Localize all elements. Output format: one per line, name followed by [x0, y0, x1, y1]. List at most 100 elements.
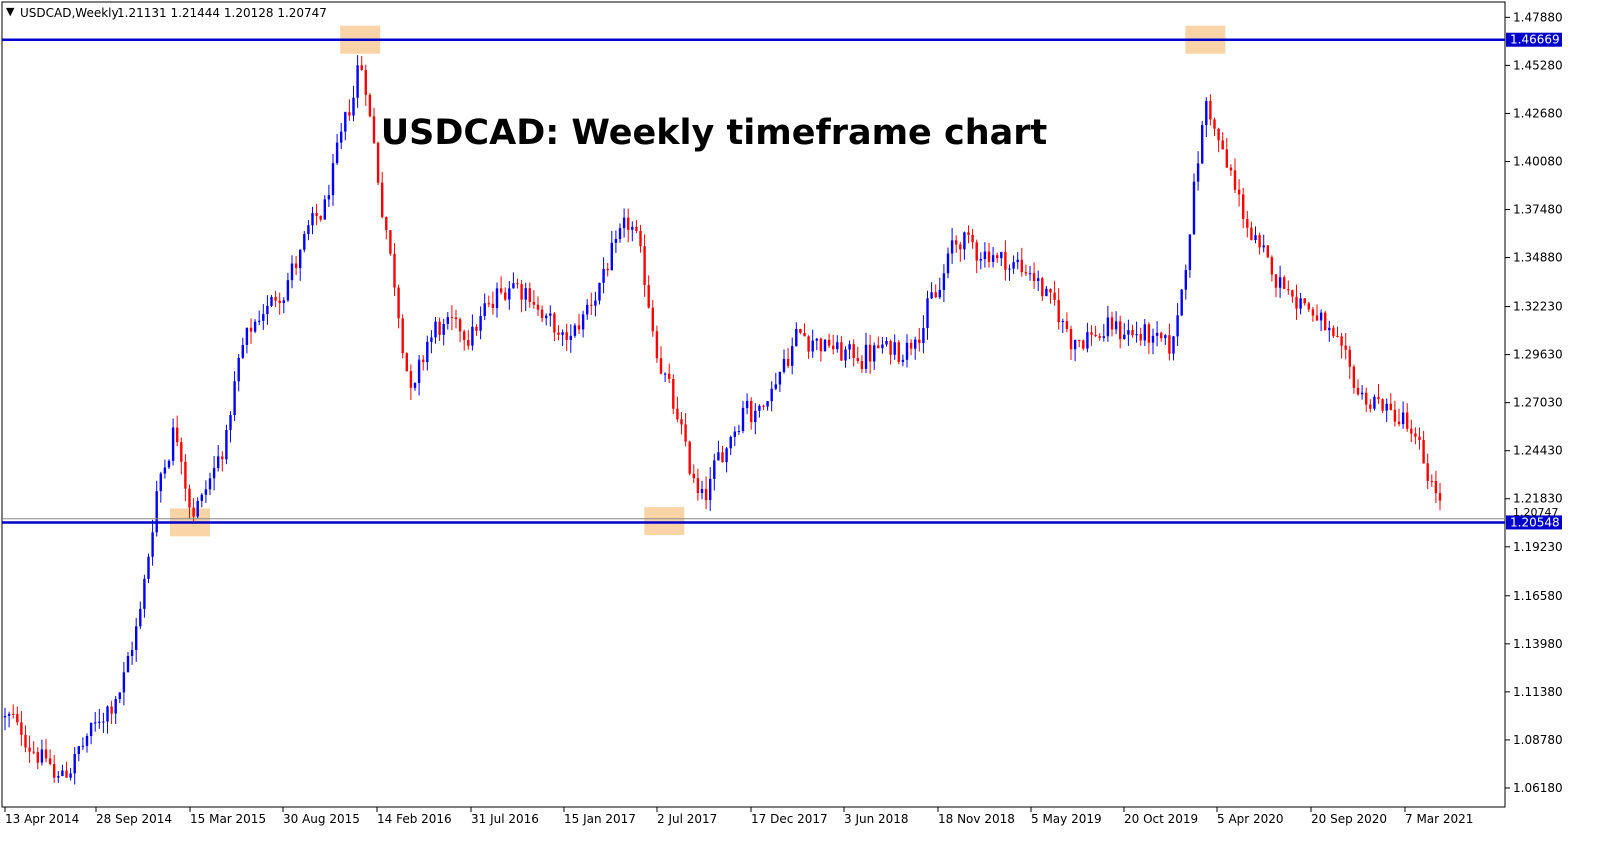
candle-body	[1135, 334, 1138, 336]
candle-body	[955, 240, 958, 245]
candle-body	[44, 749, 48, 759]
candle-body	[192, 507, 195, 517]
candle-body	[1201, 125, 1204, 164]
y-tick-label: 1.19230	[1513, 540, 1563, 554]
candle-body	[860, 361, 864, 369]
candle-body	[85, 735, 89, 746]
candle-body	[1295, 296, 1298, 309]
highlight-box	[644, 507, 685, 536]
candle-body	[1385, 403, 1388, 411]
candle-body	[1213, 119, 1216, 129]
level-price-tag	[1506, 32, 1562, 47]
candle-body	[126, 656, 130, 673]
candle-body	[163, 467, 167, 474]
candle-body	[40, 749, 44, 763]
candle-body	[1016, 259, 1019, 263]
candle-body	[376, 142, 380, 183]
x-tick-label: 3 Jun 2018	[844, 812, 909, 826]
candle-body	[196, 500, 199, 517]
candle-body	[549, 313, 552, 316]
y-tick-label: 1.47880	[1513, 10, 1563, 24]
candle-body	[479, 316, 482, 331]
candle-body	[159, 473, 162, 492]
candle-body	[1176, 315, 1179, 337]
candle-body	[627, 217, 630, 230]
candle-body	[311, 212, 314, 226]
candle-body	[717, 452, 720, 461]
candle-body	[389, 230, 392, 254]
candle-body	[7, 713, 11, 716]
candle-body	[692, 473, 695, 479]
candle-body	[143, 578, 146, 609]
candle-body	[553, 313, 556, 333]
candle-body	[996, 255, 999, 259]
candle-body	[1434, 480, 1438, 494]
candle-body	[618, 228, 622, 240]
candle-body	[417, 359, 421, 384]
candle-body	[368, 94, 372, 117]
candle-body	[221, 456, 224, 460]
candle-body	[290, 263, 294, 281]
candle-body	[770, 388, 773, 402]
candle-body	[946, 253, 950, 274]
candle-body	[873, 345, 876, 362]
candle-body	[1303, 298, 1306, 304]
candle-body	[1422, 439, 1425, 464]
candle-body	[963, 232, 966, 250]
candle-body	[1426, 463, 1429, 481]
candle-body	[1217, 128, 1220, 141]
candle-body	[741, 407, 745, 432]
candle-body	[352, 97, 355, 116]
candle-body	[950, 240, 954, 254]
candle-body	[1160, 332, 1163, 339]
ohlc-readout: 1.21131 1.21444 1.20128 1.20747	[117, 6, 327, 20]
x-tick-label: 7 Mar 2021	[1405, 812, 1473, 826]
candle-body	[171, 427, 175, 461]
candle-body	[508, 288, 511, 300]
candle-body	[1410, 428, 1413, 434]
candle-body	[65, 770, 68, 778]
candle-body	[1090, 332, 1093, 335]
x-axis: 13 Apr 2014 28 Sep 2014 15 Mar 2015 30 Aug …	[4, 807, 1473, 826]
x-tick-label: 5 May 2019	[1031, 812, 1102, 826]
candle-body	[1127, 330, 1130, 335]
candle-body	[663, 373, 667, 375]
candle-body	[61, 770, 64, 776]
symbol-dropdown-icon[interactable]: ▼	[6, 5, 15, 18]
x-tick-label: 5 Apr 2020	[1217, 812, 1284, 826]
candle-body	[3, 715, 7, 718]
y-tick-label: 1.11380	[1513, 685, 1563, 699]
candle-body	[208, 478, 212, 490]
candle-body	[1004, 252, 1007, 270]
candle-body	[938, 289, 941, 298]
y-tick-label: 1.08780	[1513, 733, 1563, 747]
candle-body	[733, 431, 736, 437]
candle-body	[331, 163, 335, 196]
candle-body	[200, 494, 203, 501]
candle-body	[520, 284, 523, 300]
candle-body	[1082, 340, 1085, 349]
candle-body	[512, 283, 515, 289]
candle-body	[1155, 332, 1159, 336]
candle-body	[53, 763, 56, 778]
candle-body	[1340, 336, 1343, 346]
y-axis: 1.47880 1.45280 1.42680 1.40080 1.37480 1.348…	[1505, 10, 1563, 795]
candle-body	[495, 288, 499, 308]
candle-body	[180, 442, 183, 462]
candle-body	[139, 608, 142, 627]
candle-body	[635, 226, 638, 231]
candle-body	[1205, 100, 1208, 126]
candle-body	[1094, 334, 1097, 337]
candle-body	[602, 268, 605, 283]
candle-body	[983, 251, 987, 260]
y-tick-label: 1.06180	[1513, 781, 1563, 795]
candle-body	[926, 298, 929, 328]
candle-body	[1352, 366, 1356, 388]
current-price-label: 1.20747	[1513, 506, 1559, 519]
y-tick-label: 1.21830	[1513, 492, 1563, 506]
candle-body	[32, 751, 35, 753]
candle-body	[877, 345, 880, 349]
candle-body	[237, 357, 240, 382]
